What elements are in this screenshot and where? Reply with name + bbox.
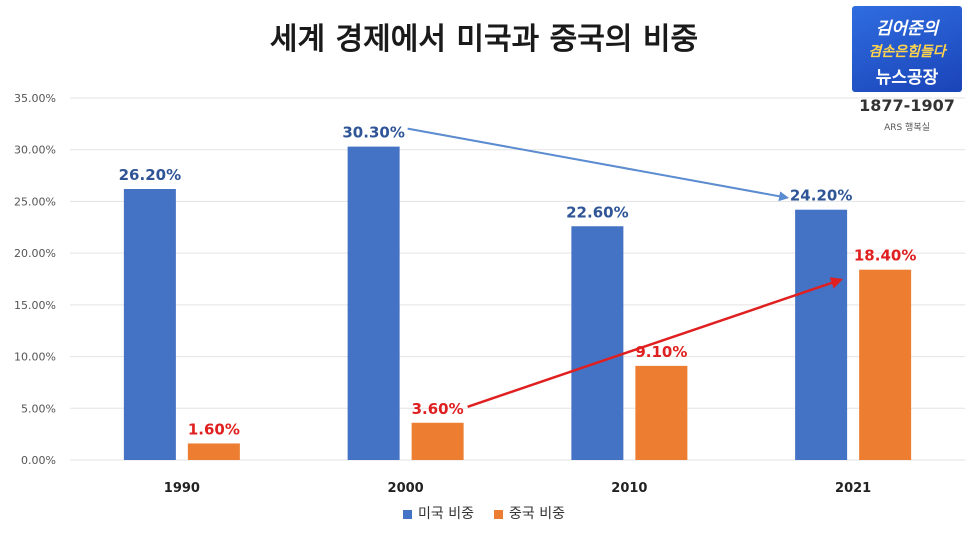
y-tick-label: 10.00%: [14, 351, 56, 364]
bar-usa-2000: [347, 146, 400, 460]
x-tick-label: 2000: [388, 481, 424, 496]
bar-usa-2021: [795, 209, 848, 460]
bar-usa-2010: [571, 226, 624, 460]
usa-trend-arrow: [407, 127, 790, 202]
legend-label: 미국 비중: [418, 506, 474, 522]
y-tick-label: 30.00%: [14, 144, 56, 157]
y-axis: 0.00% 5.00% 10.00% 15.00% 20.00% 25.00% 30.00%…: [14, 92, 56, 467]
x-tick-label: 1990: [164, 481, 200, 496]
data-label: 26.20%: [119, 166, 181, 184]
y-tick-label: 15.00%: [14, 299, 56, 312]
bars: [123, 146, 912, 460]
legend-label: 중국 비중: [509, 506, 565, 522]
data-labels: 26.20% 1.60% 30.30% 3.60% 22.60% 9.10% 24.20% 1…: [119, 124, 917, 439]
x-axis: 1990 2000 2010 2021: [164, 481, 871, 496]
y-tick-label: 25.00%: [14, 195, 56, 208]
logo-line-2: 겸손은힘들다: [868, 44, 946, 60]
legend-item-usa: 미국 비중: [403, 503, 474, 523]
legend-swatch: [494, 509, 503, 519]
legend-swatch: [403, 509, 413, 519]
y-tick-label: 5.00%: [21, 402, 56, 415]
logo-subtext: ARS 행복실: [884, 123, 930, 133]
bar-china-1990: [187, 443, 240, 460]
bar-china-2010: [635, 365, 688, 460]
annotation-arrows: [407, 127, 844, 408]
data-label: 1.60%: [188, 420, 240, 438]
x-tick-label: 2021: [835, 481, 871, 496]
data-label: 22.60%: [566, 203, 628, 221]
legend: 미국 비중 중국 비중: [0, 503, 968, 523]
data-label: 30.30%: [342, 124, 404, 142]
y-tick-label: 35.00%: [14, 92, 56, 105]
data-label: 24.20%: [790, 187, 852, 205]
x-tick-label: 2010: [611, 481, 647, 496]
data-label: 9.10%: [635, 343, 687, 361]
logo-years: 1877-1907: [859, 96, 955, 115]
logo-line-1: 김어준의: [875, 19, 939, 39]
y-tick-label: 20.00%: [14, 247, 56, 260]
bar-china-2000: [411, 422, 464, 460]
data-label: 18.40%: [854, 247, 916, 265]
chart-title: 세계 경제에서 미국과 중국의 비중: [269, 22, 699, 57]
channel-logo: 김어준의 겸손은힘들다 뉴스공장: [852, 6, 962, 92]
bar-chart: 0.00% 5.00% 10.00% 15.00% 20.00% 25.00% 30.00%…: [14, 92, 965, 496]
logo-line-3: 뉴스공장: [875, 68, 939, 88]
bar-usa-1990: [123, 189, 176, 460]
bar-china-2021: [859, 269, 912, 460]
china-trend-arrow: [467, 277, 844, 408]
legend-item-china: 중국 비중: [494, 503, 565, 523]
data-label: 3.60%: [412, 400, 464, 418]
y-tick-label: 0.00%: [21, 454, 56, 467]
